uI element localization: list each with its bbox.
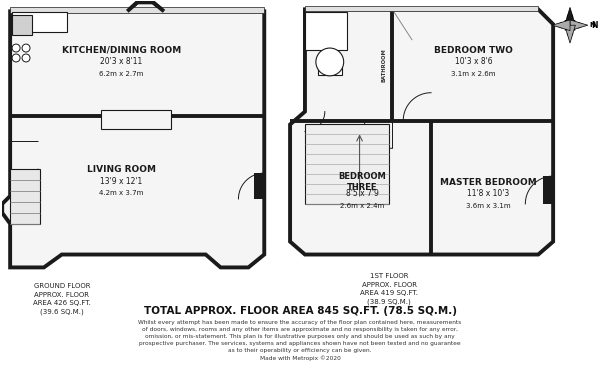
Text: MASTER BEDROOM: MASTER BEDROOM <box>440 177 537 186</box>
Circle shape <box>22 54 30 62</box>
Text: 13'9 x 12'1: 13'9 x 12'1 <box>100 177 142 186</box>
Text: GROUND FLOOR
APPROX. FLOOR
AREA 426 SQ.FT.
(39.6 SQ.M.): GROUND FLOOR APPROX. FLOOR AREA 426 SQ.F… <box>33 283 91 315</box>
Polygon shape <box>290 9 553 255</box>
Text: Whilst every attempt has been made to ensure the accuracy of the floor plan cont: Whilst every attempt has been made to en… <box>139 320 461 361</box>
Text: 10'3 x 8'6: 10'3 x 8'6 <box>455 58 493 66</box>
Polygon shape <box>570 20 588 31</box>
Circle shape <box>316 48 344 76</box>
Bar <box>318 67 341 75</box>
Text: 2.6m x 2.4m: 2.6m x 2.4m <box>340 203 385 209</box>
Text: BATHROOM: BATHROOM <box>382 48 387 82</box>
Polygon shape <box>565 7 575 25</box>
Bar <box>101 110 171 130</box>
Polygon shape <box>565 25 575 43</box>
Bar <box>10 7 264 13</box>
Bar <box>305 6 538 11</box>
Bar <box>10 169 40 224</box>
Text: KITCHEN/DINING ROOM: KITCHEN/DINING ROOM <box>62 45 181 55</box>
Text: 11'8 x 10'3: 11'8 x 10'3 <box>467 190 510 199</box>
Bar <box>543 176 553 204</box>
Text: N: N <box>591 21 598 30</box>
Bar <box>12 15 32 35</box>
Text: 3.1m x 2.6m: 3.1m x 2.6m <box>451 71 496 77</box>
Text: TOTAL APPROX. FLOOR AREA 845 SQ.FT. (78.5 SQ.M.): TOTAL APPROX. FLOOR AREA 845 SQ.FT. (78.… <box>143 306 457 316</box>
Text: 4.2m x 3.7m: 4.2m x 3.7m <box>99 190 143 196</box>
Text: BEDROOM TWO: BEDROOM TWO <box>434 45 513 55</box>
Bar <box>12 12 67 32</box>
Text: N: N <box>590 22 596 28</box>
Bar <box>305 12 347 50</box>
Text: 1ST FLOOR
APPROX. FLOOR
AREA 419 SQ.FT.
(38.9 SQ.M.): 1ST FLOOR APPROX. FLOOR AREA 419 SQ.FT. … <box>361 273 418 305</box>
Text: LIVING ROOM: LIVING ROOM <box>87 164 156 174</box>
Bar <box>254 173 264 199</box>
Text: 8'5 x 7'9: 8'5 x 7'9 <box>346 190 379 199</box>
Circle shape <box>22 44 30 52</box>
Polygon shape <box>2 2 264 268</box>
Bar <box>305 124 389 204</box>
Text: 6.2m x 2.7m: 6.2m x 2.7m <box>99 71 143 77</box>
Circle shape <box>12 54 20 62</box>
Circle shape <box>12 44 20 52</box>
Polygon shape <box>552 20 570 31</box>
Text: BEDROOM
THREE: BEDROOM THREE <box>338 172 386 192</box>
Text: 3.6m x 3.1m: 3.6m x 3.1m <box>466 203 511 209</box>
Text: 20'3 x 8'11: 20'3 x 8'11 <box>100 58 142 66</box>
